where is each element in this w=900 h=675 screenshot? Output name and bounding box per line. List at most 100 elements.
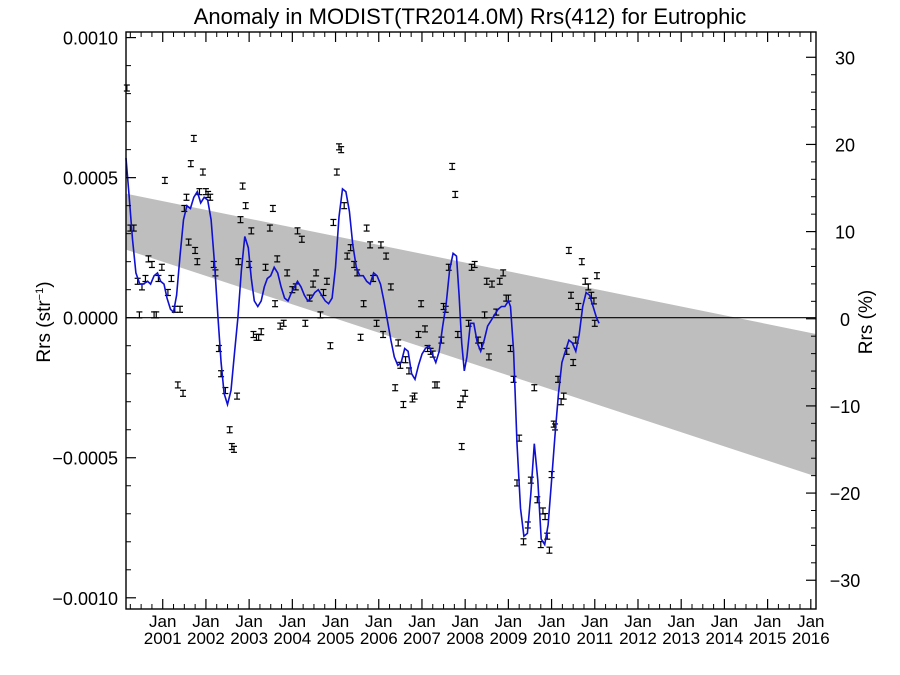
x-tick-label-year: 2008 bbox=[446, 629, 484, 648]
data-point bbox=[454, 330, 461, 339]
data-point bbox=[242, 202, 249, 210]
data-point bbox=[341, 202, 348, 210]
data-point bbox=[330, 218, 337, 227]
data-point bbox=[395, 339, 402, 347]
data-point bbox=[344, 252, 351, 260]
data-point bbox=[234, 392, 241, 400]
x-tick-label-month: Jan bbox=[149, 612, 176, 631]
data-point bbox=[277, 322, 284, 330]
x-tick-label-year: 2004 bbox=[273, 629, 311, 648]
right-tick-label: −20 bbox=[830, 484, 861, 504]
data-point bbox=[402, 356, 409, 364]
data-point bbox=[323, 277, 330, 285]
data-point bbox=[250, 330, 257, 339]
x-tick-label-month: Jan bbox=[581, 612, 608, 631]
data-point bbox=[298, 235, 305, 243]
data-point bbox=[280, 319, 287, 327]
data-point bbox=[194, 258, 201, 266]
right-tick-label: −10 bbox=[830, 397, 861, 417]
right-tick-label: 0 bbox=[840, 310, 850, 330]
x-tick-label-year: 2009 bbox=[489, 629, 527, 648]
x-tick-label-year: 2011 bbox=[577, 629, 614, 648]
data-point bbox=[266, 224, 273, 232]
x-tick-label-month: Jan bbox=[408, 612, 435, 631]
data-point bbox=[392, 384, 399, 392]
data-point bbox=[158, 263, 165, 271]
data-point bbox=[575, 302, 582, 311]
data-point bbox=[153, 311, 160, 319]
x-tick-label-year: 2002 bbox=[187, 629, 225, 648]
x-tick-label-month: Jan bbox=[451, 612, 478, 631]
data-point bbox=[520, 538, 527, 546]
data-point bbox=[199, 168, 206, 176]
x-tick-label-year: 2001 bbox=[144, 629, 182, 648]
y-axis-left-label: Rrs (str−1) bbox=[34, 281, 55, 362]
data-point bbox=[338, 146, 345, 154]
y-axis-right-label: Rrs (%) bbox=[856, 290, 877, 354]
data-point bbox=[565, 246, 572, 255]
x-tick-label-month: Jan bbox=[711, 612, 738, 631]
x-tick-label-month: Jan bbox=[192, 612, 219, 631]
data-point bbox=[272, 300, 279, 308]
data-point bbox=[531, 384, 538, 392]
data-point bbox=[183, 193, 190, 201]
right-tick-label: 20 bbox=[835, 135, 855, 155]
data-point bbox=[239, 182, 246, 190]
data-point bbox=[187, 160, 194, 168]
data-point bbox=[570, 358, 577, 367]
left-tick-label: 0.0005 bbox=[63, 169, 118, 189]
data-point bbox=[363, 224, 370, 232]
x-tick-label-year: 2010 bbox=[533, 629, 571, 648]
x-tick-label-month: Jan bbox=[797, 612, 824, 631]
x-tick-label-year: 2005 bbox=[317, 629, 355, 648]
data-point bbox=[360, 300, 367, 308]
data-point bbox=[380, 330, 387, 339]
data-point bbox=[421, 325, 428, 333]
data-point bbox=[226, 426, 233, 434]
plot-frame bbox=[125, 31, 817, 610]
data-point bbox=[262, 263, 269, 271]
x-tick-label-month: Jan bbox=[235, 612, 262, 631]
data-point bbox=[415, 330, 422, 339]
data-point bbox=[471, 260, 478, 269]
x-tick-label-month: Jan bbox=[322, 612, 349, 631]
data-point bbox=[510, 375, 517, 383]
data-point bbox=[174, 381, 181, 389]
data-point bbox=[411, 392, 418, 400]
data-point bbox=[400, 400, 407, 409]
x-tick-label-month: Jan bbox=[365, 612, 392, 631]
right-tick-label: 10 bbox=[835, 223, 855, 243]
data-point bbox=[367, 241, 374, 249]
x-tick-label-month: Jan bbox=[667, 612, 694, 631]
data-point bbox=[136, 311, 143, 319]
left-tick-label: 0.0000 bbox=[63, 309, 118, 329]
x-tick-label-year: 2013 bbox=[662, 629, 700, 648]
data-point bbox=[585, 283, 592, 291]
data-point bbox=[462, 389, 469, 397]
data-point bbox=[591, 319, 598, 327]
data-point bbox=[546, 546, 553, 554]
x-tick-label-year: 2015 bbox=[749, 629, 787, 648]
x-tick-label-month: Jan bbox=[495, 612, 522, 631]
data-point bbox=[418, 300, 425, 308]
data-point bbox=[500, 269, 507, 277]
data-point bbox=[310, 280, 317, 288]
data-point bbox=[485, 353, 492, 361]
data-point bbox=[560, 392, 567, 400]
data-point bbox=[302, 319, 309, 327]
data-point bbox=[452, 190, 459, 199]
data-point bbox=[468, 263, 475, 271]
data-point bbox=[317, 311, 324, 319]
data-point bbox=[333, 168, 340, 176]
data-point bbox=[578, 258, 585, 266]
x-tick-label-year: 2003 bbox=[230, 629, 268, 648]
x-tick-label-year: 2007 bbox=[403, 629, 441, 648]
left-tick-label: −0.0005 bbox=[52, 449, 118, 469]
data-point bbox=[458, 442, 465, 451]
data-point bbox=[449, 162, 456, 171]
data-point bbox=[383, 252, 390, 260]
data-point bbox=[483, 277, 490, 285]
data-point bbox=[148, 260, 155, 269]
data-point bbox=[294, 227, 301, 235]
